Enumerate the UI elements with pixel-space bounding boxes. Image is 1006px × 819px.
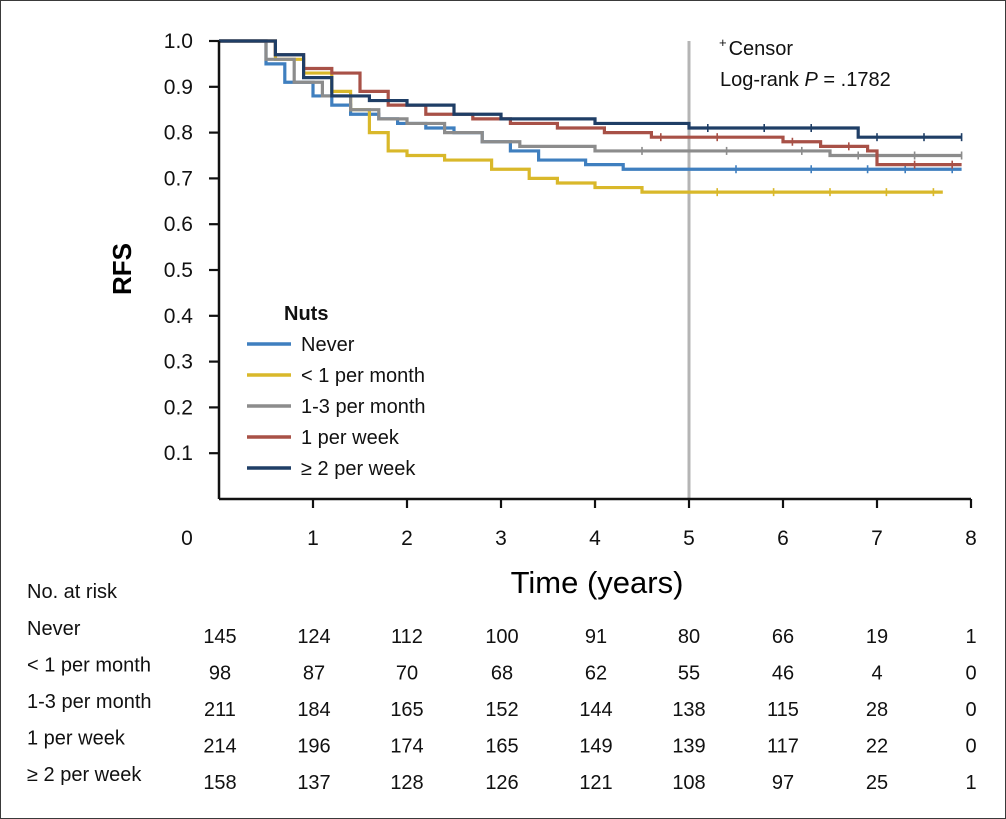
x-tick-label: 4 bbox=[589, 527, 601, 550]
risk-cell: 196 bbox=[297, 736, 330, 758]
risk-cell: 100 bbox=[485, 626, 518, 648]
risk-cell: 70 bbox=[396, 663, 418, 685]
x-tick-label: 2 bbox=[401, 527, 413, 550]
risk-row-label: 1-3 per month bbox=[27, 691, 152, 713]
x-tick-label: 8 bbox=[965, 527, 977, 550]
y-tick-label: 0.2 bbox=[164, 396, 193, 419]
series-line-4 bbox=[219, 39, 962, 139]
risk-cell: 98 bbox=[209, 663, 231, 685]
logrank-value: = .1782 bbox=[818, 69, 891, 91]
series-line-2 bbox=[219, 39, 962, 158]
logrank-prefix: Log-rank bbox=[720, 69, 805, 91]
risk-cell: 144 bbox=[579, 699, 612, 721]
risk-cell: 91 bbox=[585, 626, 607, 648]
x-tick-label: 7 bbox=[871, 527, 883, 550]
risk-cell: 115 bbox=[767, 699, 799, 721]
risk-cell: 117 bbox=[767, 736, 799, 758]
risk-cell: 158 bbox=[203, 772, 236, 794]
censor-symbol: + bbox=[719, 35, 727, 50]
x-tick-label: 1 bbox=[307, 527, 319, 550]
risk-row-label: ≥ 2 per week bbox=[27, 764, 142, 786]
risk-cell: 55 bbox=[678, 663, 700, 685]
risk-cell: 211 bbox=[204, 699, 236, 721]
risk-cell: 4 bbox=[871, 663, 882, 685]
y-tick-label: 0.7 bbox=[164, 167, 193, 190]
risk-cell: 214 bbox=[203, 736, 236, 758]
risk-cell: 152 bbox=[485, 699, 518, 721]
y-tick-label: 0.1 bbox=[164, 442, 193, 465]
logrank-annotation: Log-rank P = .1782 bbox=[720, 69, 891, 91]
x-tick-label: 0 bbox=[181, 527, 193, 550]
x-tick-label: 5 bbox=[683, 527, 695, 550]
y-tick-label: 0.6 bbox=[164, 213, 193, 236]
risk-cell: 80 bbox=[678, 626, 700, 648]
risk-cell: 121 bbox=[579, 772, 612, 794]
risk-cell: 184 bbox=[297, 699, 330, 721]
y-tick-label: 0.9 bbox=[164, 76, 193, 99]
risk-cell: 145 bbox=[203, 626, 236, 648]
risk-table: No. at risk Never 145 124 112 100 91 80 66 19 1< … bbox=[27, 581, 977, 794]
x-tick-label: 6 bbox=[777, 527, 789, 550]
axes-layer: 1.0 0.9 0.8 0.7 0.6 0.5 0.4 0.3 0.2 0.1 0 1 2 3 4 5 6 7 8 bbox=[164, 30, 977, 550]
risk-cell: 68 bbox=[491, 663, 513, 685]
censor-label: Censor bbox=[729, 38, 794, 60]
y-tick-label: 0.3 bbox=[164, 351, 193, 374]
risk-row-label: < 1 per month bbox=[27, 655, 151, 677]
risk-cell: 46 bbox=[772, 663, 794, 685]
censor-annotation: + Censor bbox=[719, 35, 793, 60]
risk-cell: 139 bbox=[672, 736, 705, 758]
legend-title: Nuts bbox=[284, 303, 328, 325]
risk-cell: 128 bbox=[390, 772, 423, 794]
y-tick-label: 0.8 bbox=[164, 122, 193, 145]
series-layer bbox=[219, 39, 963, 197]
legend-label-4: ≥ 2 per week bbox=[301, 458, 416, 480]
risk-cell: 28 bbox=[866, 699, 888, 721]
series-line-1 bbox=[219, 39, 943, 194]
series-line-3 bbox=[219, 39, 962, 167]
risk-cell: 165 bbox=[390, 699, 423, 721]
risk-cell: 19 bbox=[866, 626, 888, 648]
risk-cell: 0 bbox=[965, 736, 976, 758]
risk-cell: 87 bbox=[303, 663, 325, 685]
risk-cell: 0 bbox=[965, 663, 976, 685]
risk-cell: 124 bbox=[297, 626, 330, 648]
risk-cell: 0 bbox=[965, 699, 976, 721]
series-line-0 bbox=[219, 39, 962, 171]
y-tick-label: 0.4 bbox=[164, 305, 194, 328]
y-axis-title: RFS bbox=[107, 243, 137, 295]
x-axis-title: Time (years) bbox=[511, 565, 684, 600]
risk-cell: 22 bbox=[866, 736, 888, 758]
y-tick-label: 1.0 bbox=[164, 30, 193, 53]
risk-cell: 126 bbox=[485, 772, 518, 794]
risk-row-label: 1 per week bbox=[27, 728, 126, 750]
y-tick-label: 0.5 bbox=[164, 259, 193, 282]
risk-cell: 112 bbox=[391, 626, 423, 648]
legend-label-1: < 1 per month bbox=[301, 365, 425, 387]
risk-row-label: Never bbox=[27, 618, 81, 640]
annotation: + Censor Log-rank P = .1782 bbox=[719, 35, 891, 91]
risk-cell: 25 bbox=[866, 772, 888, 794]
logrank-p: P bbox=[805, 69, 819, 91]
legend-label-0: Never bbox=[301, 334, 355, 356]
risk-cell: 108 bbox=[672, 772, 705, 794]
risk-table-title: No. at risk bbox=[27, 581, 118, 603]
risk-cell: 66 bbox=[772, 626, 794, 648]
risk-cell: 1 bbox=[965, 626, 976, 648]
risk-cell: 149 bbox=[579, 736, 612, 758]
risk-cell: 62 bbox=[585, 663, 607, 685]
risk-cell: 1 bbox=[965, 772, 976, 794]
legend-label-2: 1-3 per month bbox=[301, 396, 426, 418]
risk-cell: 165 bbox=[485, 736, 518, 758]
risk-cell: 174 bbox=[390, 736, 423, 758]
risk-cell: 97 bbox=[772, 772, 794, 794]
legend: Nuts Never < 1 per month 1-3 per month 1 per… bbox=[247, 303, 426, 480]
legend-label-3: 1 per week bbox=[301, 427, 400, 449]
risk-cell: 137 bbox=[297, 772, 330, 794]
x-tick-label: 3 bbox=[495, 527, 507, 550]
risk-cell: 138 bbox=[672, 699, 705, 721]
